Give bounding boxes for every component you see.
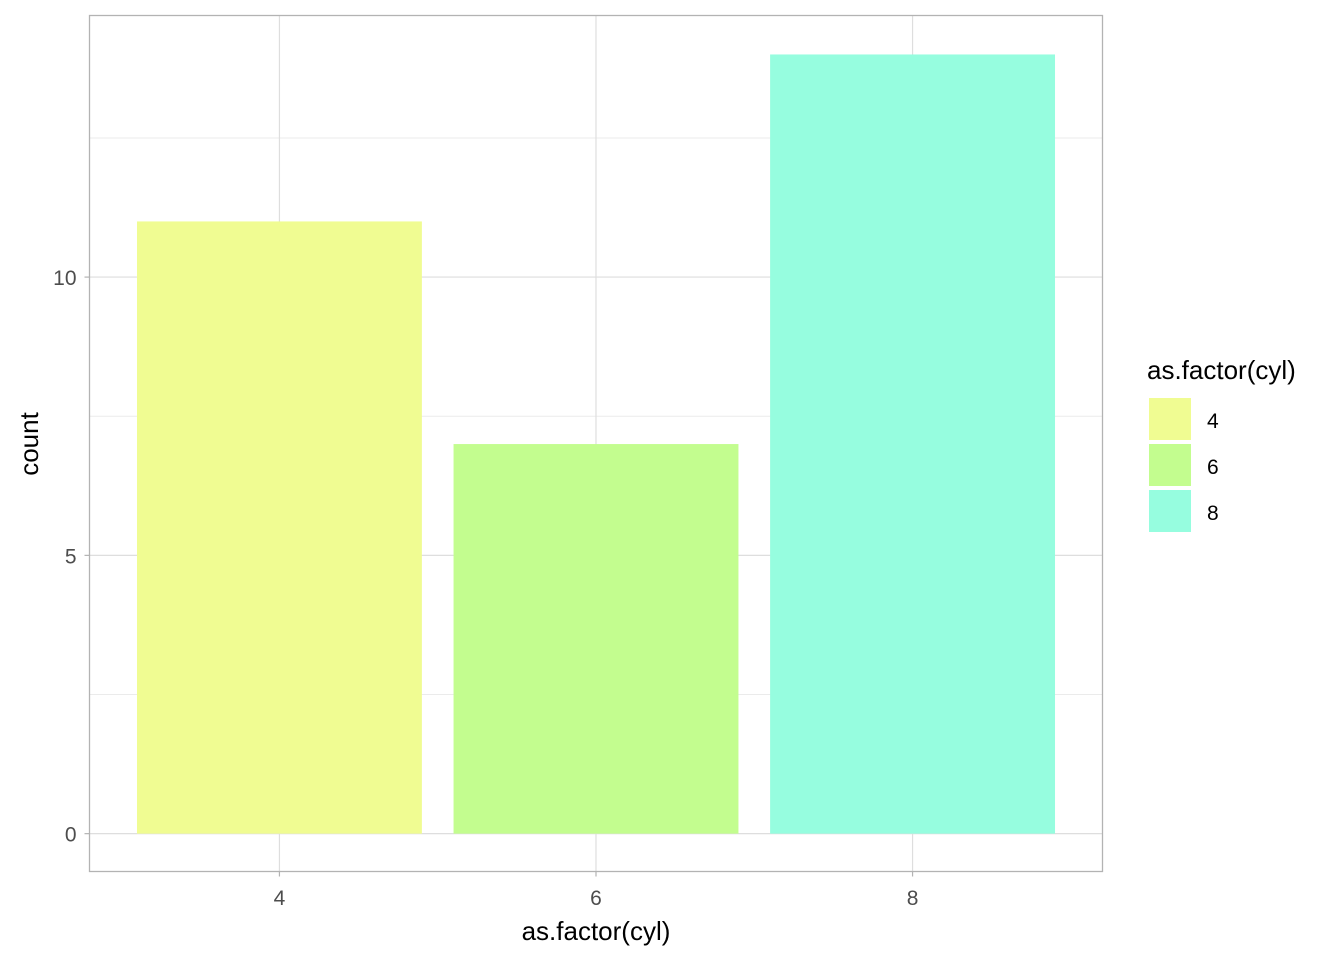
bar-8	[770, 54, 1056, 834]
legend: as.factor(cyl) 4 6 8	[1147, 355, 1296, 532]
legend-label: 4	[1207, 410, 1219, 433]
bars	[136, 54, 1056, 834]
x-tick-label: 6	[590, 887, 602, 910]
x-axis-title: as.factor(cyl)	[522, 916, 671, 946]
y-tick-label: 0	[65, 824, 77, 847]
legend-label: 6	[1207, 456, 1219, 479]
bar-6	[453, 444, 739, 834]
x-axis: 4 6 8	[274, 871, 919, 910]
x-tick-label: 4	[274, 887, 286, 910]
legend-title: as.factor(cyl)	[1147, 355, 1296, 385]
bar-4	[136, 221, 422, 834]
legend-key-8	[1149, 490, 1191, 532]
y-axis: 0 5 10	[53, 267, 90, 847]
x-tick-label: 8	[907, 887, 919, 910]
legend-key-6	[1149, 444, 1191, 486]
y-tick-label: 5	[65, 545, 77, 568]
y-axis-title: count	[14, 411, 44, 475]
y-tick-label: 10	[53, 267, 76, 290]
legend-label: 8	[1207, 502, 1219, 525]
legend-key-4	[1149, 398, 1191, 440]
